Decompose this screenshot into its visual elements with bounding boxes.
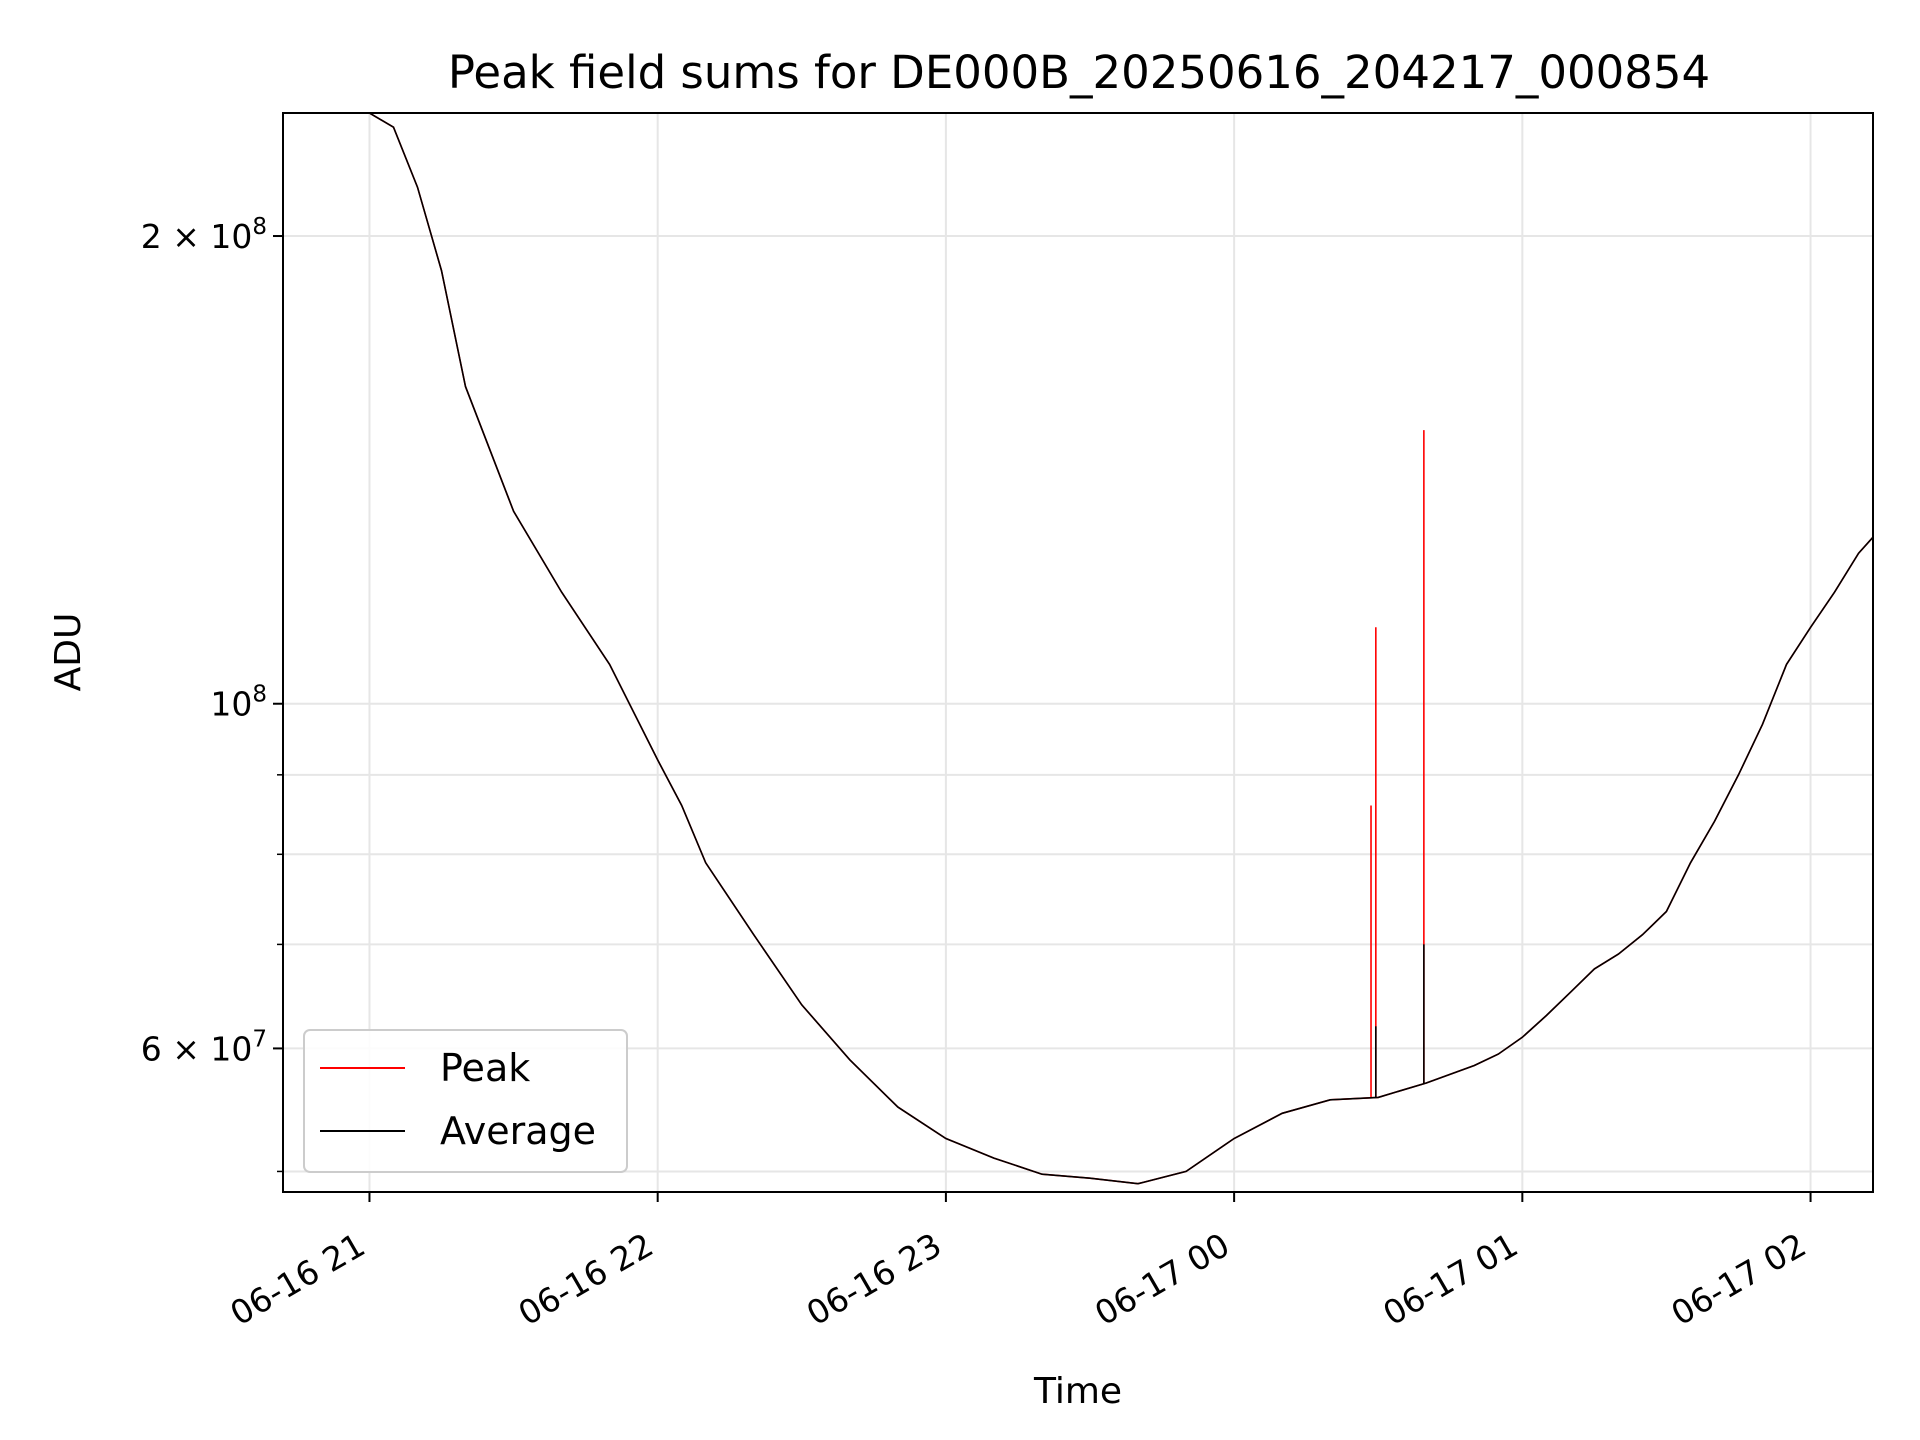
legend-average-label: Average bbox=[440, 1109, 596, 1153]
y-tick-label-exponent: 7 bbox=[252, 1026, 267, 1052]
legend: Peak Average bbox=[303, 1029, 628, 1173]
series-layer bbox=[283, 112, 1874, 1185]
x-axis-title: Time bbox=[1033, 1371, 1122, 1412]
y-tick-label-base: 10 bbox=[210, 685, 252, 724]
y-tick-label: 6 × 107 bbox=[141, 1026, 267, 1068]
chart-title: Peak field sums for DE000B_20250616_2042… bbox=[448, 46, 1710, 99]
y-tick-label-exponent: 8 bbox=[252, 682, 267, 708]
grid bbox=[283, 113, 1873, 1192]
legend-frame bbox=[303, 1029, 628, 1173]
legend-peak-label: Peak bbox=[440, 1046, 530, 1090]
y-tick-label-base: 2 × 10 bbox=[141, 217, 253, 256]
y-tick-label-exponent: 8 bbox=[252, 214, 267, 240]
plot-area-frame bbox=[282, 112, 1874, 1193]
y-tick-label-base: 6 × 10 bbox=[141, 1029, 253, 1068]
y-tick-label: 108 bbox=[210, 682, 267, 724]
y-axis-title: ADU bbox=[48, 613, 89, 692]
series-line-average bbox=[283, 112, 1874, 1185]
y-tick-label: 2 × 108 bbox=[141, 214, 267, 256]
